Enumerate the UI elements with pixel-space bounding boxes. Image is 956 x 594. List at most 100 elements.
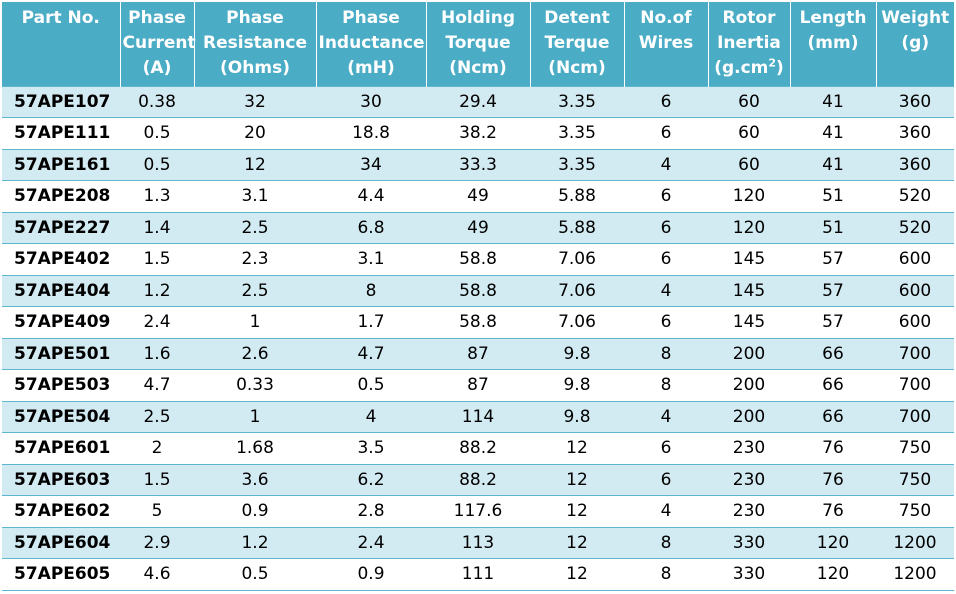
- rotor-inertia-cell: 60: [708, 117, 790, 149]
- length-cell: 57: [790, 274, 876, 307]
- weight-cell: 520: [876, 180, 954, 212]
- header-line: Phase: [342, 8, 400, 28]
- detent-torque-cell: 7.06: [530, 274, 624, 307]
- detent-torque-cell: 3.35: [530, 148, 624, 181]
- phase-inductance-cell: 18.8: [316, 117, 426, 149]
- no-of-wires-cell: 6: [624, 180, 708, 212]
- weight-cell: 700: [876, 337, 954, 370]
- phase-current-cell: 1.4: [120, 211, 194, 244]
- length-cell: 66: [790, 400, 876, 433]
- rotor-inertia-cell: 120: [708, 180, 790, 212]
- phase-resistance-cell: 0.5: [194, 558, 316, 591]
- no-of-wires-cell: 8: [624, 558, 708, 591]
- length-cell: 120: [790, 558, 876, 591]
- length-cell: 41: [790, 85, 876, 118]
- holding-torque-cell: 111: [426, 558, 530, 591]
- rotor-inertia-cell: 230: [708, 432, 790, 464]
- phase-current-cell: 2.4: [120, 306, 194, 338]
- header-line: (Ncm): [449, 58, 507, 78]
- detent-torque-cell: 9.8: [530, 369, 624, 401]
- phase-inductance-cell: 3.5: [316, 432, 426, 464]
- header-line: (mm): [807, 33, 859, 53]
- part-no-cell: 57APE501: [2, 337, 120, 370]
- phase-inductance-cell: 4.7: [316, 337, 426, 370]
- length-cell: 66: [790, 337, 876, 370]
- no-of-wires-cell: 4: [624, 274, 708, 307]
- detent-torque-cell: 12: [530, 526, 624, 559]
- unit-superscript: 2: [768, 56, 777, 70]
- phase-current-cell: 0.38: [120, 85, 194, 118]
- table-row: 57APE605 4.6 0.5 0.9 111 12 8 330 120 1200: [2, 558, 954, 591]
- holding-torque-cell: 58.8: [426, 274, 530, 307]
- part-no-cell: 57APE604: [2, 526, 120, 559]
- phase-inductance-cell: 34: [316, 148, 426, 181]
- table-header: Part No. Phase Current (A) Phase Resista…: [2, 2, 954, 86]
- header-line: Phase: [128, 8, 186, 28]
- rotor-inertia-cell: 145: [708, 243, 790, 275]
- weight-cell: 360: [876, 85, 954, 118]
- length-cell: 41: [790, 148, 876, 181]
- header-line: Weight: [881, 8, 950, 28]
- weight-cell: 750: [876, 432, 954, 464]
- length-cell: 57: [790, 306, 876, 338]
- header-line: Part No.: [21, 8, 100, 28]
- phase-inductance-cell: 2.8: [316, 495, 426, 527]
- part-no-cell: 57APE111: [2, 117, 120, 149]
- phase-resistance-cell: 2.5: [194, 274, 316, 307]
- header-part-no: Part No.: [2, 2, 121, 86]
- phase-inductance-cell: 0.9: [316, 558, 426, 591]
- holding-torque-cell: 114: [426, 400, 530, 433]
- holding-torque-cell: 29.4: [426, 85, 530, 118]
- part-no-cell: 57APE603: [2, 463, 120, 496]
- detent-torque-cell: 3.35: [530, 85, 624, 118]
- table-row: 57APE603 1.5 3.6 6.2 88.2 12 6 230 76 750: [2, 463, 954, 496]
- header-line: Terque: [544, 33, 610, 53]
- holding-torque-cell: 113: [426, 526, 530, 559]
- table-body: 57APE107 0.38 32 30 29.4 3.35 6 60 41 360 57APE111…: [2, 85, 954, 591]
- phase-inductance-cell: 3.1: [316, 243, 426, 275]
- weight-cell: 360: [876, 148, 954, 181]
- holding-torque-cell: 58.8: [426, 306, 530, 338]
- no-of-wires-cell: 8: [624, 337, 708, 370]
- header-line: No.of: [640, 8, 692, 28]
- no-of-wires-cell: 4: [624, 148, 708, 181]
- header-line: (A): [142, 58, 172, 78]
- header-line: Resistance: [203, 33, 307, 53]
- length-cell: 51: [790, 211, 876, 244]
- phase-resistance-cell: 3.6: [194, 463, 316, 496]
- no-of-wires-cell: 6: [624, 117, 708, 149]
- phase-resistance-cell: 0.9: [194, 495, 316, 527]
- rotor-inertia-cell: 60: [708, 85, 790, 118]
- phase-current-cell: 1.5: [120, 243, 194, 275]
- header-line: (mH): [347, 58, 395, 78]
- header-line: Length: [799, 8, 867, 28]
- rotor-inertia-cell: 330: [708, 558, 790, 591]
- length-cell: 76: [790, 495, 876, 527]
- table-row: 57APE409 2.4 1 1.7 58.8 7.06 6 145 57 600: [2, 306, 954, 338]
- part-no-cell: 57APE605: [2, 558, 120, 591]
- weight-cell: 750: [876, 495, 954, 527]
- table-row: 57APE208 1.3 3.1 4.4 49 5.88 6 120 51 520: [2, 180, 954, 212]
- table-row: 57APE504 2.5 1 4 114 9.8 4 200 66 700: [2, 400, 954, 433]
- rotor-inertia-cell: 145: [708, 274, 790, 307]
- no-of-wires-cell: 6: [624, 243, 708, 275]
- phase-resistance-cell: 20: [194, 117, 316, 149]
- phase-inductance-cell: 0.5: [316, 369, 426, 401]
- phase-inductance-cell: 8: [316, 274, 426, 307]
- holding-torque-cell: 87: [426, 337, 530, 370]
- table-row: 57APE107 0.38 32 30 29.4 3.35 6 60 41 360: [2, 85, 954, 118]
- phase-current-cell: 1.3: [120, 180, 194, 212]
- header-line: Detent: [544, 8, 610, 28]
- phase-inductance-cell: 6.8: [316, 211, 426, 244]
- holding-torque-cell: 38.2: [426, 117, 530, 149]
- table-row: 57APE602 5 0.9 2.8 117.6 12 4 230 76 750: [2, 495, 954, 527]
- detent-torque-cell: 9.8: [530, 337, 624, 370]
- phase-current-cell: 4.6: [120, 558, 194, 591]
- weight-cell: 700: [876, 369, 954, 401]
- table-row: 57APE402 1.5 2.3 3.1 58.8 7.06 6 145 57 600: [2, 243, 954, 275]
- weight-cell: 520: [876, 211, 954, 244]
- header-line: (g): [901, 33, 930, 53]
- weight-cell: 600: [876, 243, 954, 275]
- weight-cell: 700: [876, 400, 954, 433]
